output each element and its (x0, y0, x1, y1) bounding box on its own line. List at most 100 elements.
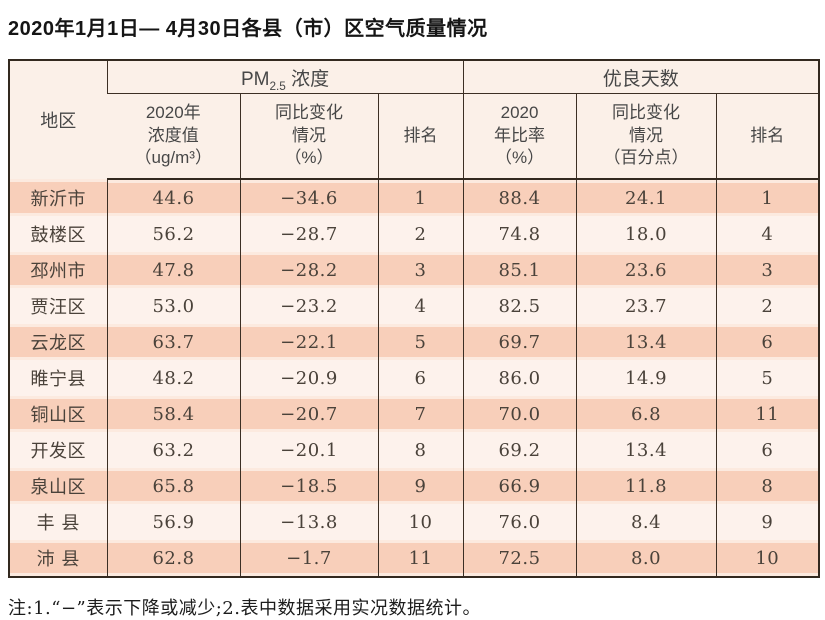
footnote: 注:1.“−”表示下降或减少;2.表中数据采用实况数据统计。 (8, 598, 481, 619)
cell-days-change: 13.4 (575, 324, 717, 360)
cell-pm-value: 48.2 (106, 360, 240, 396)
table-row: 铜山区 58.4 −20.7 7 70.0 6.8 11 (9, 396, 820, 432)
cell-pm-value: 63.2 (106, 432, 240, 468)
table-row: 开发区 63.2 −20.1 8 69.2 13.4 6 (9, 432, 820, 468)
cell-region: 丰 县 (9, 504, 107, 540)
cell-pm-change: −34.6 (239, 179, 378, 216)
cell-pm-rank: 7 (377, 396, 464, 432)
cell-pm-rank: 3 (377, 252, 464, 288)
cell-region: 铜山区 (9, 396, 107, 432)
cell-days-ratio: 85.1 (462, 252, 577, 288)
cell-days-rank: 3 (715, 252, 820, 288)
header-pm-value: 2020年 浓度值 （ug/m³） (107, 93, 240, 180)
cell-region: 睢宁县 (9, 360, 107, 396)
header-pm-change: 同比变化 情况 （%） (239, 93, 378, 180)
cell-pm-change: −18.5 (239, 468, 378, 504)
header-days-rank: 排名 (715, 93, 820, 180)
cell-region: 云龙区 (9, 324, 107, 360)
cell-days-ratio: 72.5 (462, 540, 577, 577)
cell-pm-change: −20.9 (239, 360, 378, 396)
cell-pm-value: 56.2 (106, 216, 240, 252)
cell-pm-rank: 2 (377, 216, 464, 252)
cell-pm-change: −28.2 (239, 252, 378, 288)
table-body: 新沂市 44.6 −34.6 1 88.4 24.1 1 鼓楼区 56.2 −2… (9, 179, 820, 577)
pm25-label-subscript: 2.5 (269, 79, 286, 93)
cell-region: 邳州市 (9, 252, 107, 288)
pm25-label-suffix: 浓度 (285, 68, 330, 90)
cell-days-rank: 1 (715, 179, 820, 216)
header-region: 地区 (9, 60, 107, 179)
cell-days-change: 14.9 (575, 360, 717, 396)
cell-days-change: 13.4 (575, 432, 717, 468)
cell-region: 沛 县 (9, 540, 107, 577)
cell-days-change: 24.1 (575, 179, 717, 216)
cell-days-change: 23.6 (575, 252, 717, 288)
cell-days-ratio: 66.9 (462, 468, 577, 504)
cell-pm-change: −1.7 (239, 540, 378, 577)
table-row: 鼓楼区 56.2 −28.7 2 74.8 18.0 4 (9, 216, 820, 252)
table-row: 云龙区 63.7 −22.1 5 69.7 13.4 6 (9, 324, 820, 360)
cell-pm-rank: 11 (377, 540, 464, 577)
cell-days-ratio: 88.4 (462, 179, 577, 216)
cell-pm-value: 65.8 (106, 468, 240, 504)
cell-days-ratio: 70.0 (462, 396, 577, 432)
table-row: 沛 县 62.8 −1.7 11 72.5 8.0 10 (9, 540, 820, 577)
good-days-label: 优良天数 (602, 68, 679, 90)
header-group-good-days: 优良天数 (462, 60, 820, 94)
cell-days-ratio: 82.5 (462, 288, 577, 324)
cell-days-ratio: 74.8 (462, 216, 577, 252)
cell-pm-value: 56.9 (106, 504, 240, 540)
cell-days-rank: 10 (715, 540, 820, 577)
cell-days-change: 6.8 (575, 396, 717, 432)
cell-pm-change: −20.1 (239, 432, 378, 468)
cell-days-rank: 5 (715, 360, 820, 396)
air-quality-table: 地区 PM2.5 浓度 优良天数 2020年 浓度值 （ug/m³） 同比变化 … (8, 59, 821, 578)
header-region-label: 地区 (40, 111, 77, 131)
header-days-change: 同比变化 情况 （百分点） (575, 93, 717, 180)
cell-pm-change: −23.2 (239, 288, 378, 324)
page-title: 2020年1月1日— 4月30日各县（市）区空气质量情况 (8, 18, 488, 40)
cell-pm-value: 58.4 (106, 396, 240, 432)
table-row: 新沂市 44.6 −34.6 1 88.4 24.1 1 (9, 179, 820, 216)
table-row: 睢宁县 48.2 −20.9 6 86.0 14.9 5 (9, 360, 820, 396)
cell-pm-rank: 4 (377, 288, 464, 324)
cell-days-change: 8.4 (575, 504, 717, 540)
table-row: 泉山区 65.8 −18.5 9 66.9 11.8 8 (9, 468, 820, 504)
cell-days-rank: 11 (715, 396, 820, 432)
cell-region: 开发区 (9, 432, 107, 468)
cell-pm-rank: 10 (377, 504, 464, 540)
header-sub-row: 2020年 浓度值 （ug/m³） 同比变化 情况 （%） 排名 2020 年比… (9, 93, 820, 180)
cell-days-change: 8.0 (575, 540, 717, 577)
header-pm-rank: 排名 (377, 93, 464, 180)
cell-pm-rank: 8 (377, 432, 464, 468)
pm25-label-prefix: PM (240, 68, 270, 90)
header-group-row: 地区 PM2.5 浓度 优良天数 (9, 60, 820, 179)
cell-region: 泉山区 (9, 468, 107, 504)
cell-pm-value: 47.8 (106, 252, 240, 288)
table-row: 丰 县 56.9 −13.8 10 76.0 8.4 9 (9, 504, 820, 540)
table-row: 邳州市 47.8 −28.2 3 85.1 23.6 3 (9, 252, 820, 288)
cell-days-ratio: 69.7 (462, 324, 577, 360)
cell-pm-change: −22.1 (239, 324, 378, 360)
cell-pm-value: 63.7 (106, 324, 240, 360)
table-row: 贾汪区 53.0 −23.2 4 82.5 23.7 2 (9, 288, 820, 324)
cell-pm-value: 62.8 (106, 540, 240, 577)
cell-days-change: 18.0 (575, 216, 717, 252)
cell-pm-rank: 1 (377, 179, 464, 216)
cell-pm-change: −28.7 (239, 216, 378, 252)
cell-pm-value: 53.0 (106, 288, 240, 324)
cell-days-rank: 6 (715, 324, 820, 360)
cell-pm-change: −13.8 (239, 504, 378, 540)
cell-days-rank: 2 (715, 288, 820, 324)
cell-days-change: 23.7 (575, 288, 717, 324)
cell-region: 贾汪区 (9, 288, 107, 324)
header-group-pm25: PM2.5 浓度 (106, 60, 464, 94)
cell-pm-rank: 6 (377, 360, 464, 396)
cell-days-rank: 4 (715, 216, 820, 252)
table-header: 地区 PM2.5 浓度 优良天数 2020年 浓度值 （ug/m³） 同比变化 … (9, 60, 820, 180)
cell-pm-rank: 5 (377, 324, 464, 360)
cell-region: 鼓楼区 (9, 216, 107, 252)
cell-days-ratio: 69.2 (462, 432, 577, 468)
cell-pm-change: −20.7 (239, 396, 378, 432)
